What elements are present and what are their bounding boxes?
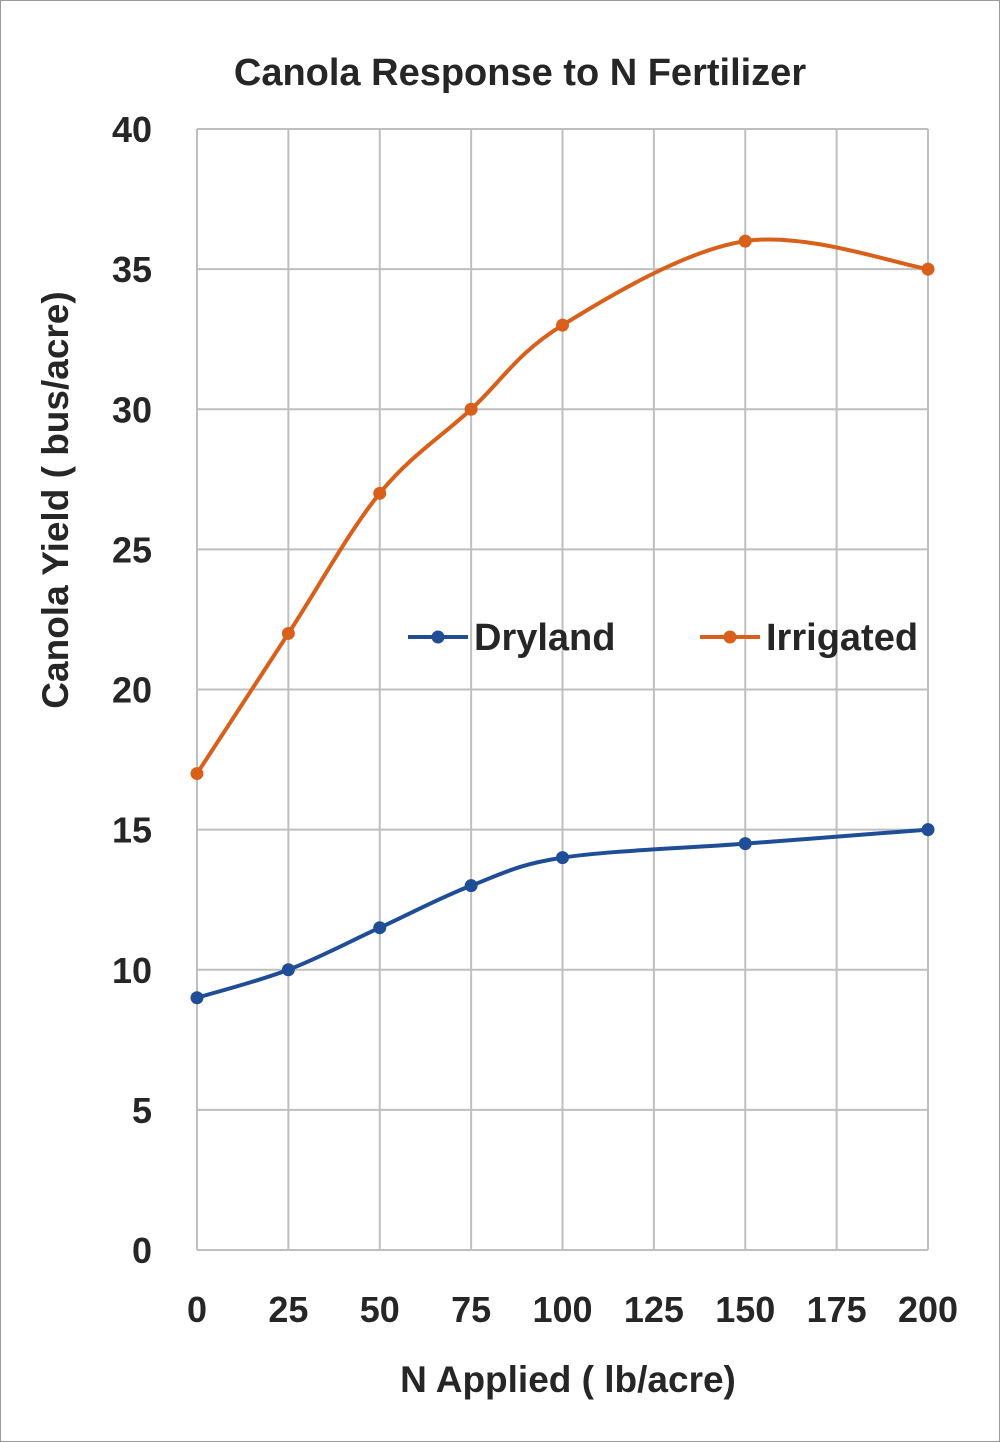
legend-label-dryland: Dryland xyxy=(474,617,615,659)
x-axis-label: N Applied ( lb/acre) xyxy=(400,1359,736,1400)
legend-item-dryland: Dryland xyxy=(408,617,615,659)
data-point-dryland xyxy=(373,921,387,935)
x-tick-label: 150 xyxy=(715,1289,775,1330)
x-tick-label: 175 xyxy=(807,1289,867,1330)
chart-title: Canola Response to N Fertilizer xyxy=(234,52,806,94)
y-tick-label: 15 xyxy=(112,810,152,851)
legend-item-irrigated: Irrigated xyxy=(700,617,918,659)
series-dryland xyxy=(190,823,935,1005)
y-axis-label: Canola Yield ( bus/acre) xyxy=(35,291,76,708)
data-point-irrigated xyxy=(738,234,752,248)
legend-label-irrigated: Irrigated xyxy=(766,617,918,659)
data-point-irrigated xyxy=(921,262,935,276)
data-point-dryland xyxy=(281,963,295,977)
x-tick-label: 100 xyxy=(532,1289,592,1330)
series-irrigated xyxy=(190,234,935,781)
legend-marker-dryland xyxy=(431,630,445,644)
data-point-dryland xyxy=(464,879,478,893)
y-axis-ticks: 0 5 10 15 20 25 30 35 40 xyxy=(112,109,152,1271)
x-tick-label: 0 xyxy=(187,1289,207,1330)
data-point-irrigated xyxy=(190,767,204,781)
grid xyxy=(196,128,929,1251)
data-point-dryland xyxy=(556,851,569,865)
data-point-irrigated xyxy=(373,486,387,500)
data-point-irrigated xyxy=(281,626,295,640)
y-tick-label: 0 xyxy=(132,1230,152,1271)
data-point-irrigated xyxy=(556,318,569,332)
legend: Dryland Irrigated xyxy=(408,617,918,659)
y-tick-label: 25 xyxy=(112,529,152,570)
x-axis-ticks: 0 25 50 75 100 125 150 175 200 xyxy=(187,1289,958,1330)
x-tick-label: 125 xyxy=(624,1289,684,1330)
series xyxy=(190,234,935,1005)
y-tick-label: 10 xyxy=(112,950,152,991)
y-tick-label: 35 xyxy=(112,249,152,290)
legend-marker-irrigated xyxy=(723,630,737,644)
y-tick-label: 30 xyxy=(112,389,152,430)
data-point-dryland xyxy=(190,991,204,1005)
y-tick-label: 20 xyxy=(112,670,152,711)
y-tick-label: 5 xyxy=(132,1090,152,1131)
data-point-dryland xyxy=(738,837,752,851)
x-tick-label: 50 xyxy=(360,1289,400,1330)
y-tick-label: 40 xyxy=(112,109,152,150)
data-point-irrigated xyxy=(464,402,478,416)
data-point-dryland xyxy=(921,823,935,837)
x-tick-label: 25 xyxy=(268,1289,308,1330)
x-tick-label: 200 xyxy=(898,1289,958,1330)
x-tick-label: 75 xyxy=(451,1289,491,1330)
